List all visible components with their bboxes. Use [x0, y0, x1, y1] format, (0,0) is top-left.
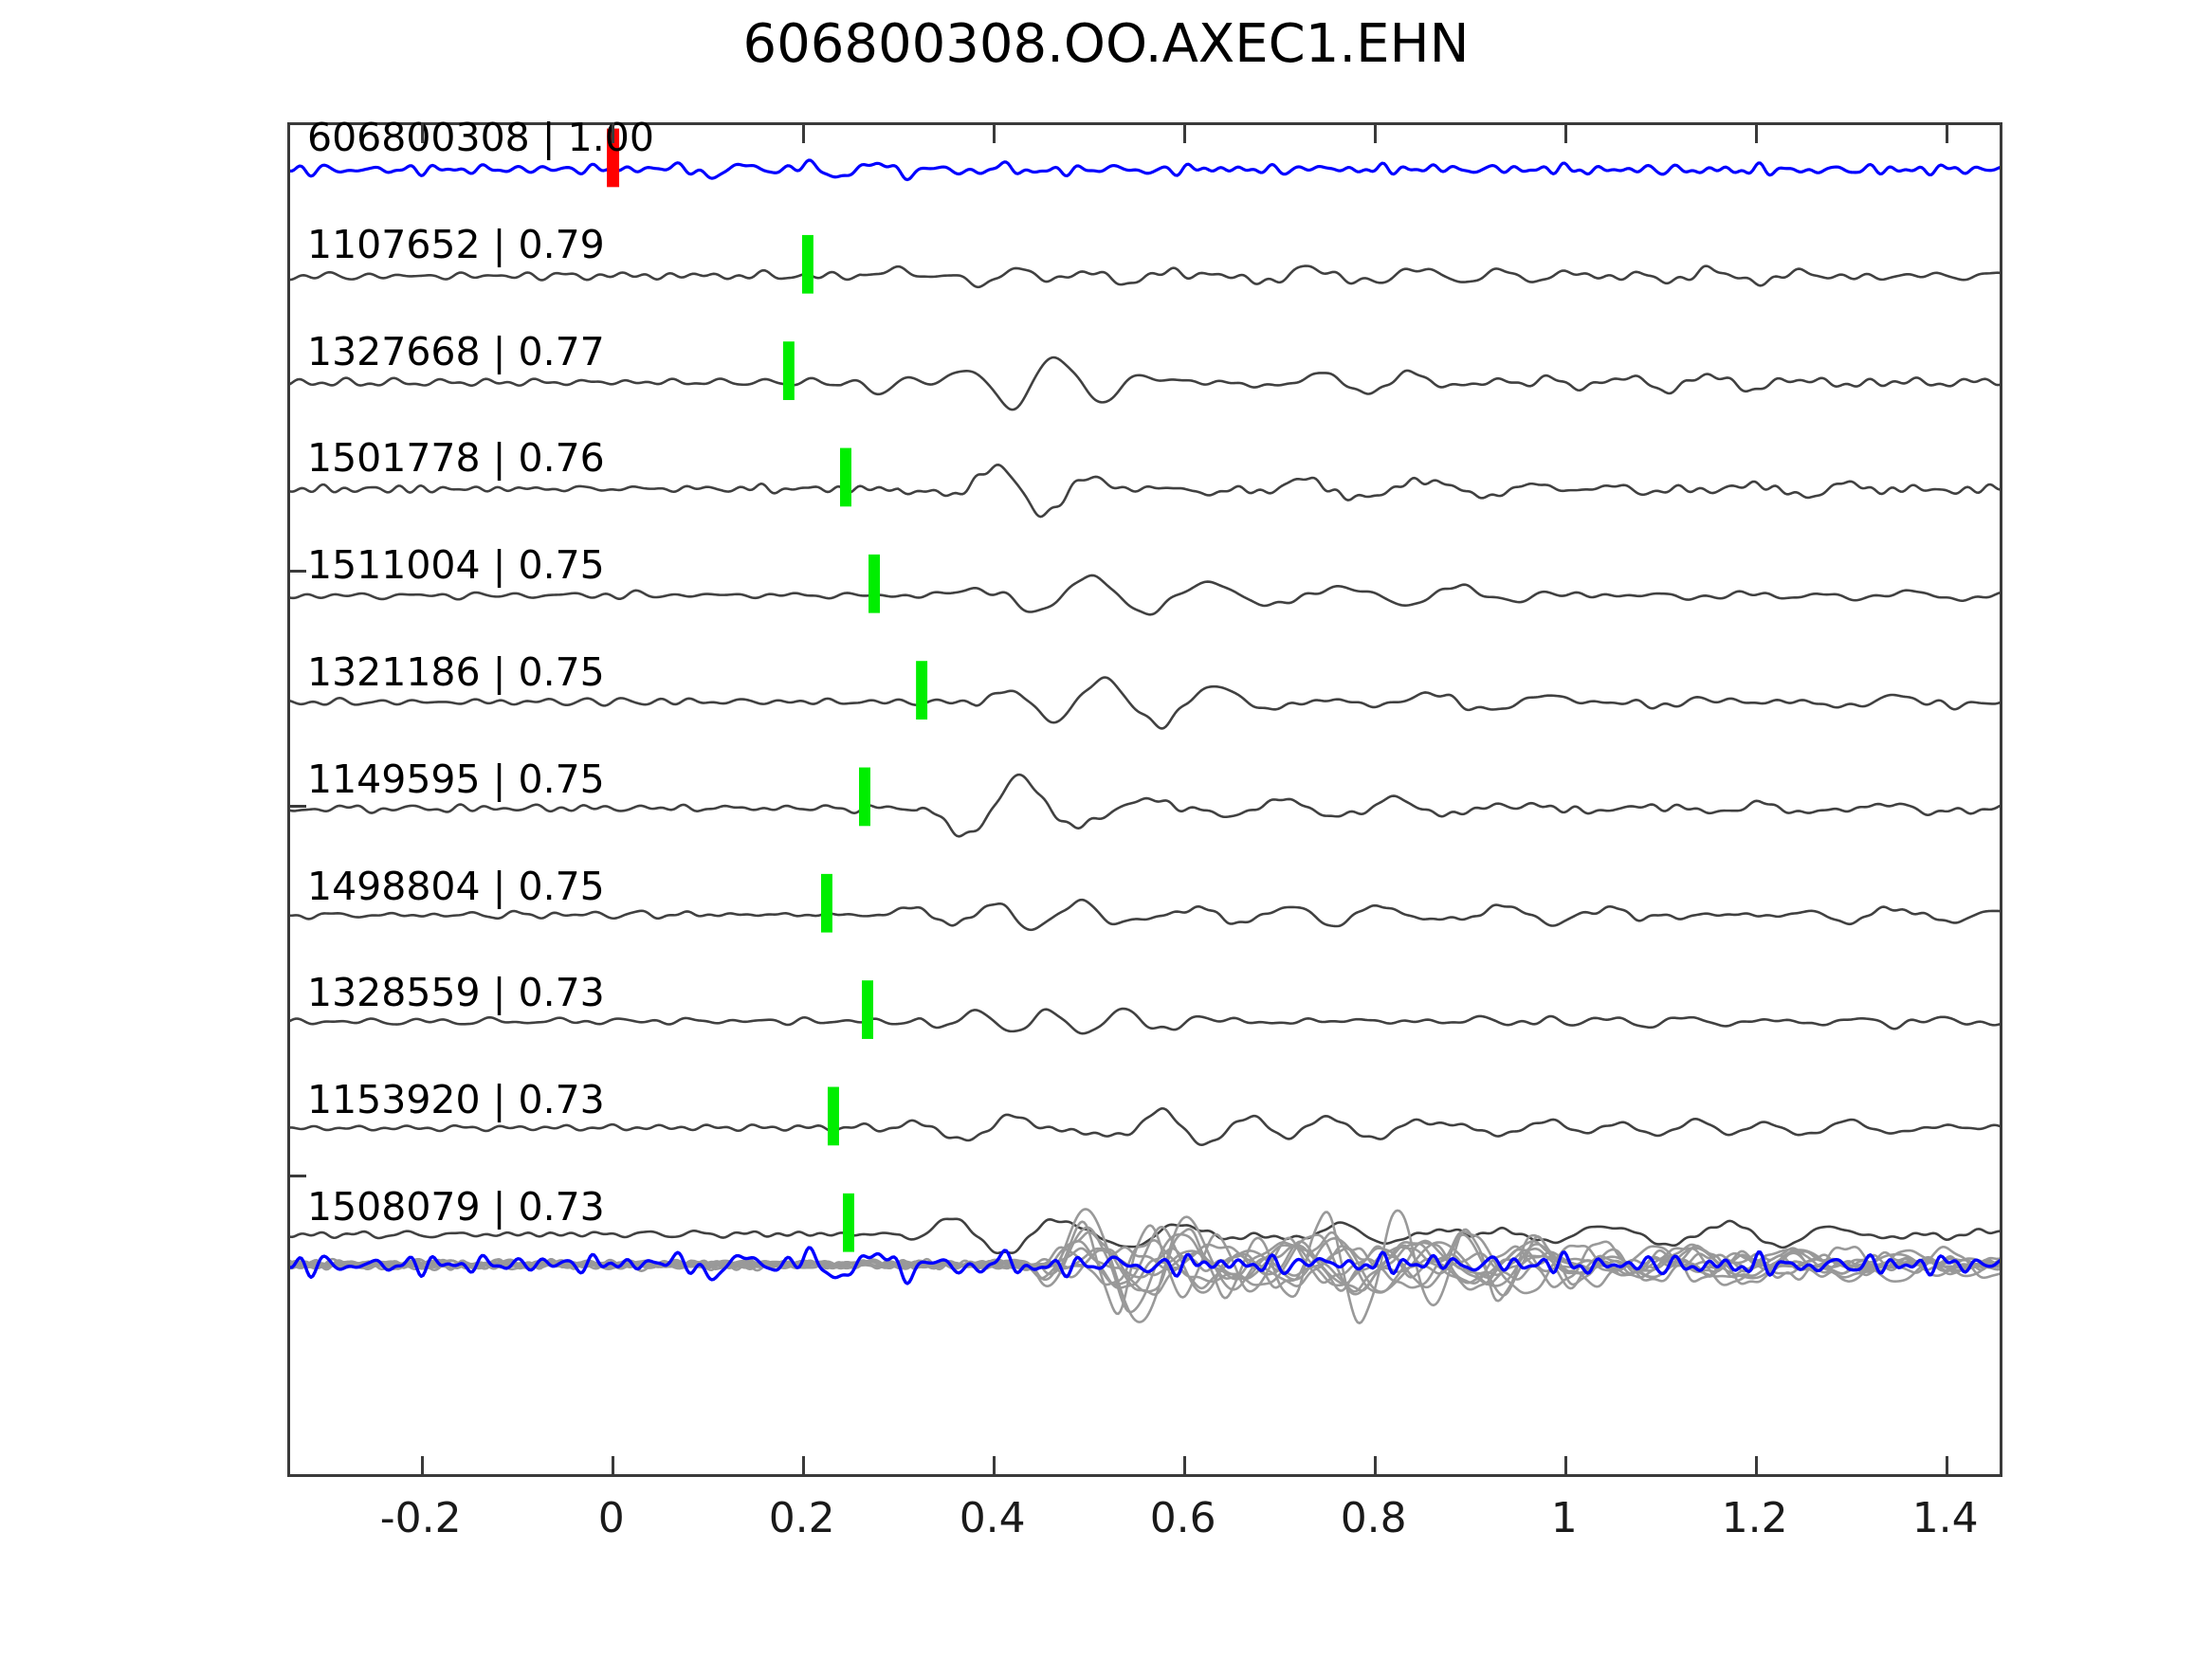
- trace-label-1153920: 1153920 | 0.73: [307, 1077, 605, 1123]
- waveform-path: [290, 158, 2000, 182]
- xtick-mark-top: [420, 122, 424, 143]
- xtick-mark-bottom: [1754, 1456, 1758, 1477]
- waveform-path: [290, 773, 2000, 838]
- detection-pick-marker: [827, 1086, 839, 1146]
- xtick-label: 0: [597, 1494, 625, 1542]
- detection-pick-marker: [916, 661, 928, 720]
- page-title: 606800308.OO.AXEC1.EHN: [742, 13, 1470, 75]
- stack-overlay-panel: [290, 1208, 2000, 1325]
- trace-row-1321186: [290, 661, 2000, 730]
- waveform-canvas: [290, 128, 2000, 1325]
- xtick-mark-bottom: [992, 1456, 996, 1477]
- trace-row-1149595: [290, 767, 2000, 838]
- xtick-mark-top: [1563, 122, 1567, 143]
- trace-row-1498804: [290, 873, 2000, 933]
- trace-label-1328559: 1328559 | 0.73: [307, 970, 605, 1016]
- waveform-path: [290, 464, 2000, 519]
- xtick-mark-top: [1754, 122, 1758, 143]
- detection-pick-marker: [839, 447, 851, 507]
- detection-pick-marker: [782, 341, 795, 400]
- trace-row-1508079: [290, 1193, 2000, 1255]
- waveform-path: [290, 264, 2000, 289]
- xtick-mark-top: [1373, 122, 1377, 143]
- trace-row-1107652: [290, 234, 2000, 294]
- trace-label-1508079: 1508079 | 0.73: [307, 1184, 605, 1230]
- trace-label-1501778: 1501778 | 0.76: [307, 435, 605, 482]
- trace-row-1327668: [290, 341, 2000, 411]
- ytick-mark: [287, 1175, 306, 1177]
- xtick-mark-top: [1945, 122, 1948, 143]
- detection-pick-marker: [842, 1193, 854, 1252]
- xtick-label: 1.2: [1721, 1494, 1788, 1542]
- xtick-mark-bottom: [1373, 1456, 1377, 1477]
- ytick-mark: [287, 805, 306, 808]
- xtick-label: 0.8: [1340, 1494, 1407, 1542]
- xtick-label: 0.4: [959, 1494, 1026, 1542]
- xtick-mark-bottom: [420, 1456, 424, 1477]
- trace-label-1149595: 1149595 | 0.75: [307, 756, 605, 802]
- trace-label-1327668: 1327668 | 0.77: [307, 328, 605, 374]
- xtick-mark-top: [1182, 122, 1186, 143]
- detection-pick-marker: [859, 767, 870, 827]
- xtick-label: -0.2: [379, 1494, 462, 1542]
- trace-label-1321186: 1321186 | 0.75: [307, 649, 605, 695]
- plot-area: 606800308 | 1.00 1107652 | 0.79 1327668 | …: [287, 118, 2002, 1477]
- waveform-path: [290, 1106, 2000, 1147]
- xtick-mark-top: [801, 122, 805, 143]
- detection-pick-marker: [862, 980, 873, 1039]
- trace-label-606800308: 606800308 | 1.00: [307, 115, 654, 160]
- ytick-mark: [287, 570, 306, 573]
- trace-label-1498804: 1498804 | 0.75: [307, 863, 605, 909]
- xtick-label: 0.6: [1149, 1494, 1216, 1542]
- waveform-path: [290, 1217, 2000, 1255]
- xtick-label: 0.2: [768, 1494, 835, 1542]
- detection-pick-marker: [820, 873, 832, 933]
- trace-row-1501778: [290, 447, 2000, 519]
- xtick-mark-bottom: [611, 1456, 614, 1477]
- xtick-mark-top: [992, 122, 996, 143]
- xtick-mark-bottom: [1945, 1456, 1948, 1477]
- xtick-label: 1: [1550, 1494, 1578, 1542]
- trace-row-1511004: [290, 554, 2000, 616]
- trace-row-606800308: [290, 128, 2000, 188]
- stack-highlight-trace: [290, 1246, 2000, 1285]
- xtick-mark-bottom: [1563, 1456, 1567, 1477]
- trace-label-1511004: 1511004 | 0.75: [307, 542, 605, 589]
- waveform-path: [290, 574, 2000, 616]
- xtick-mark-top: [611, 122, 614, 143]
- waveform-path: [290, 898, 2000, 932]
- xtick-label: 1.4: [1911, 1494, 1979, 1542]
- xtick-mark-bottom: [801, 1456, 805, 1477]
- xtick-mark-bottom: [1182, 1456, 1186, 1477]
- waveform-path: [290, 676, 2000, 730]
- detection-pick-marker: [801, 234, 814, 294]
- detection-pick-marker: [868, 554, 881, 613]
- template-pick-marker: [607, 128, 620, 188]
- trace-row-1328559: [290, 980, 2000, 1039]
- trace-row-1153920: [290, 1086, 2000, 1147]
- waveform-path: [290, 1007, 2000, 1035]
- trace-label-1107652: 1107652 | 0.79: [307, 221, 605, 267]
- waveform-path: [290, 356, 2000, 411]
